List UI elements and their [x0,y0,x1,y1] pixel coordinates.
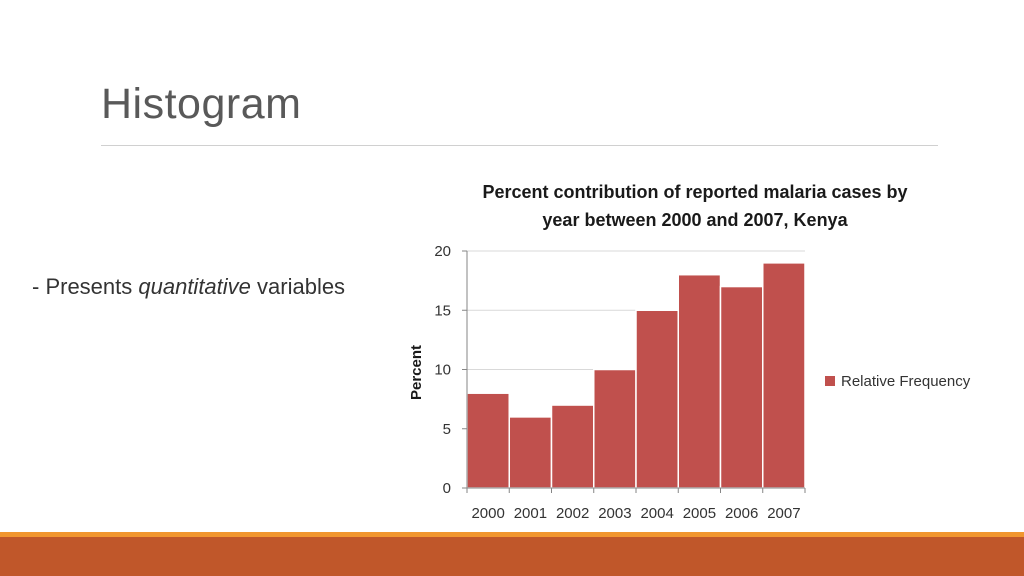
x-tick-label-2001: 2001 [514,505,547,522]
bullet-emphasis: quantitative [138,274,251,299]
bullet-suffix: variables [250,274,346,299]
x-tick-label-2004: 2004 [640,505,673,522]
bar-2004 [635,309,679,489]
x-tick-label-2000: 2000 [471,505,504,522]
bar-2003 [593,368,637,489]
bar-2005 [677,273,722,489]
bar-2001 [508,416,553,489]
title-divider [101,145,938,146]
footer-accent-stripe [0,532,1024,537]
chart-title-line-2: year between 2000 and 2007, Kenya [542,210,848,230]
bar-2002 [550,404,595,489]
y-tick-label-15: 15 [434,302,451,319]
bar-2006 [719,285,764,489]
x-tick-label-2005: 2005 [683,505,716,522]
slide-title: Histogram [101,80,302,128]
y-tick-label-0: 0 [443,480,451,497]
y-tick-label-20: 20 [434,243,451,260]
y-axis-label: Percent [408,345,425,400]
bar-2000 [466,392,510,489]
x-tick-label-2002: 2002 [556,505,589,522]
legend-swatch [825,376,835,386]
x-tick-label-2003: 2003 [598,505,631,522]
chart-title-line-1: Percent contribution of reported malaria… [482,182,908,202]
bullet-prefix: - Presents [32,274,139,299]
legend-label: Relative Frequency [841,373,971,390]
y-tick-label-5: 5 [443,421,451,438]
footer-band [0,537,1024,576]
chart-title: Percent contribution of reported malaria… [440,178,950,234]
x-tick-label-2007: 2007 [767,505,800,522]
y-tick-label-10: 10 [434,362,451,379]
bullet-point: - Presents quantitative variables [32,274,345,300]
x-tick-label-2006: 2006 [725,505,758,522]
bar-2007 [762,262,806,489]
